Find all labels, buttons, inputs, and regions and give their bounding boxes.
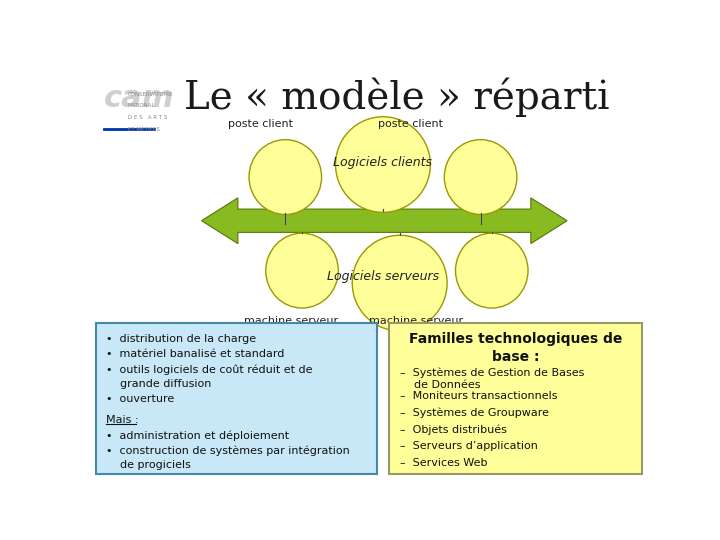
Text: grande diffusion: grande diffusion (106, 379, 211, 389)
FancyBboxPatch shape (96, 322, 377, 474)
Text: Logiciels serveurs: Logiciels serveurs (327, 271, 439, 284)
Ellipse shape (444, 140, 517, 214)
Text: de progiciels: de progiciels (106, 460, 191, 470)
Text: •  outils logiciels de coût réduit et de: • outils logiciels de coût réduit et de (106, 364, 312, 375)
Text: –  Objets distribués: – Objets distribués (400, 424, 507, 435)
Text: •  distribution de la charge: • distribution de la charge (106, 334, 256, 344)
Text: •  ouverture: • ouverture (106, 394, 174, 404)
Text: Familles technologiques de
base :: Familles technologiques de base : (409, 332, 622, 363)
Text: poste client: poste client (228, 119, 293, 129)
Text: ET MÉTIERS: ET MÉTIERS (128, 127, 160, 132)
Ellipse shape (352, 235, 447, 331)
Text: CONSERVATOIRE: CONSERVATOIRE (128, 92, 174, 97)
Text: Logiciels clients: Logiciels clients (333, 156, 433, 169)
Text: •  administration et déploiement: • administration et déploiement (106, 430, 289, 441)
Text: Le « modèle » réparti: Le « modèle » réparti (184, 77, 610, 117)
Ellipse shape (266, 233, 338, 308)
Text: NATIONAL: NATIONAL (128, 104, 156, 109)
Text: cam: cam (104, 84, 174, 112)
Text: machine serveur: machine serveur (369, 315, 464, 326)
Text: •  construction de systèmes par intégration: • construction de systèmes par intégrati… (106, 445, 349, 456)
Text: –  Moniteurs transactionnels: – Moniteurs transactionnels (400, 391, 557, 401)
Ellipse shape (456, 233, 528, 308)
Text: machine serveur: machine serveur (244, 315, 338, 326)
Text: D E S   A R T S: D E S A R T S (128, 115, 167, 120)
Text: Mais :: Mais : (106, 415, 138, 425)
FancyBboxPatch shape (389, 322, 642, 474)
Text: –  Services Web: – Services Web (400, 458, 487, 468)
Ellipse shape (249, 140, 322, 214)
Text: •  matériel banalisé et standard: • matériel banalisé et standard (106, 349, 284, 359)
Text: –  Systèmes de Groupware: – Systèmes de Groupware (400, 408, 549, 418)
Text: –  Systèmes de Gestion de Bases
    de Données: – Systèmes de Gestion de Bases de Donnée… (400, 367, 584, 390)
Polygon shape (202, 198, 567, 244)
Ellipse shape (336, 117, 431, 212)
Text: –  Serveurs d’application: – Serveurs d’application (400, 441, 538, 451)
Text: poste client: poste client (378, 119, 444, 129)
